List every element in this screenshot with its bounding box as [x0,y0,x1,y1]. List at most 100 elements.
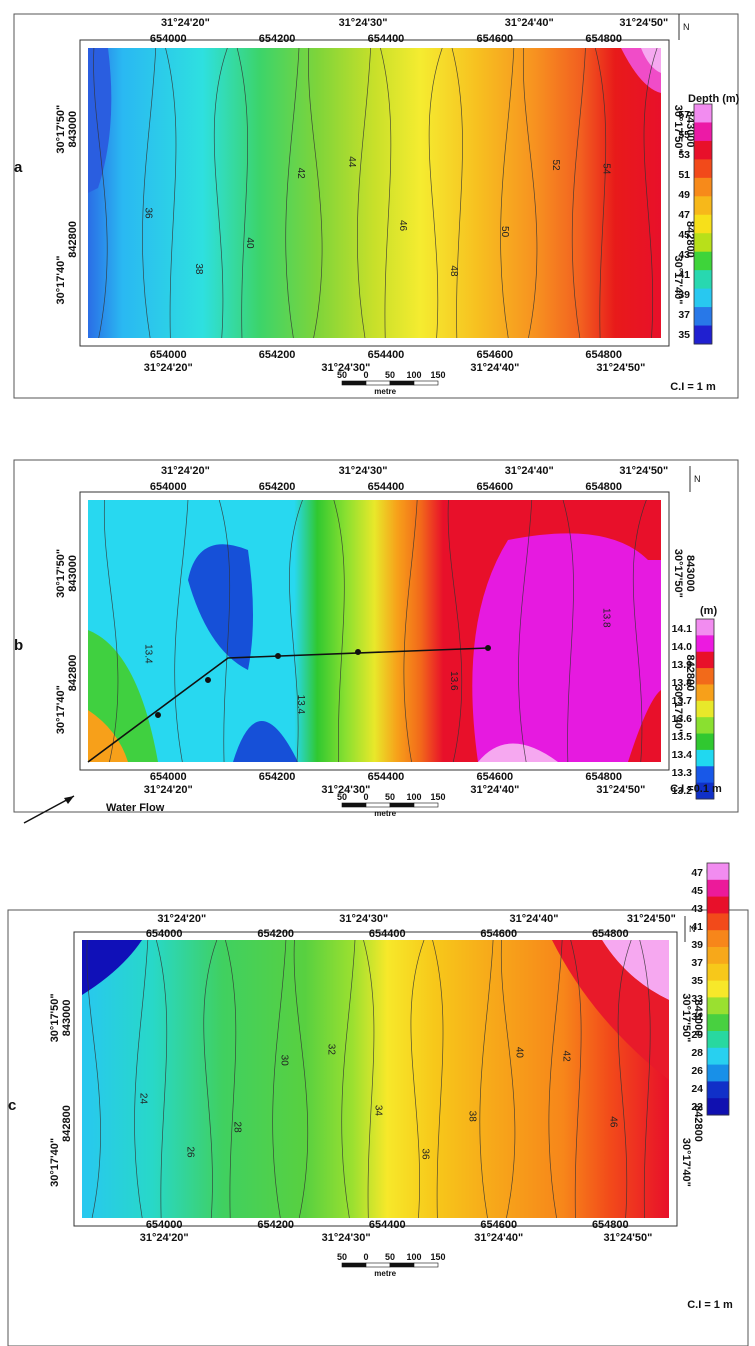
legend-value-label: 49 [678,189,690,201]
scale-unit: metre [374,809,396,818]
legend-swatch [707,1098,729,1115]
bottom-easting-label: 654400 [368,771,405,783]
legend-value-label: 55 [678,129,690,141]
contour-label: 36 [419,1148,430,1160]
right-latitude-label: 30°17'40" [680,1138,692,1187]
top-easting-label: 654400 [368,481,405,493]
top-longitude-label: 31°24'30" [339,465,388,477]
scale-segment [414,803,438,807]
legend-value-label: 35 [691,975,703,987]
top-easting-label: 654200 [259,33,296,45]
legend-swatch [694,159,712,178]
bottom-easting-label: 654600 [476,771,513,783]
left-latitude-label: 30°17'40" [55,685,67,734]
legend-swatch [694,141,712,160]
color-legend: Depth (m)575553514947454341393735 [678,93,739,345]
legend-value-label: 13.5 [672,731,693,743]
scale-tick-label: 150 [430,1252,445,1262]
legend-value-label: 53 [678,149,690,161]
contour-label: 52 [550,159,561,171]
legend-value-label: 35 [678,329,690,341]
contour-label: 24 [138,1093,149,1105]
legend-value-label: 13.8 [672,677,693,689]
legend-swatch [696,766,714,783]
scale-tick-label: 0 [363,792,368,802]
scale-tick-label: 50 [385,792,395,802]
contour-label: 13.6 [448,671,459,691]
scale-segment [390,803,414,807]
legend-swatch [707,997,729,1014]
scale-tick-label: 50 [337,370,347,380]
scale-tick-label: 150 [430,370,445,380]
legend-swatch [696,619,714,636]
legend-swatch [696,701,714,718]
legend-swatch [707,1014,729,1031]
top-longitude-label: 31°24'20" [161,17,210,29]
bottom-easting-label: 654800 [592,1219,629,1231]
legend-swatch [707,1031,729,1048]
legend-swatch [707,964,729,981]
legend-swatch [707,947,729,964]
left-latitude-label: 30°17'50" [49,993,61,1042]
contour-label: 30 [279,1055,290,1067]
legend-value-label: 14.1 [672,623,693,635]
map-panel-c: c 242628303234363840 424631°24'20" 31°24'30… [8,863,748,1346]
top-easting-label: 654800 [585,33,622,45]
scale-segment [414,1263,438,1267]
legend-swatch [707,863,729,880]
bottom-longitude-label: 31°24'50" [603,1232,652,1244]
scale-unit: metre [374,1269,396,1278]
contour-label: 46 [607,1116,618,1128]
legend-value-label: 13.3 [672,767,693,779]
contour-label: 26 [185,1146,196,1158]
scale-tick-label: 100 [406,792,421,802]
top-longitude-label: 31°24'30" [339,17,388,29]
contour-label: 34 [373,1105,384,1117]
legend-value-label: 28 [691,1047,703,1059]
scale-tick-label: 50 [385,370,395,380]
bottom-easting-label: 654000 [150,349,187,361]
legend-value-label: 26 [691,1065,703,1077]
scale-tick-label: 50 [385,1252,395,1262]
top-easting-label: 654600 [476,33,513,45]
top-longitude-label: 31°24'50" [627,913,676,925]
top-easting-label: 654000 [146,928,183,940]
legend-swatch [696,668,714,685]
legend-value-label: 13.7 [672,695,693,707]
bottom-easting-label: 654000 [146,1219,183,1231]
bottom-easting-label: 654200 [259,349,296,361]
contour-label: 50 [499,226,510,238]
legend-swatch [707,1048,729,1065]
top-easting-label: 654400 [369,928,406,940]
bottom-easting-label: 654600 [480,1219,517,1231]
contour-interval-label: C.I =0.1 m [670,783,722,795]
legend-swatch [707,897,729,914]
bottom-longitude-label: 31°24'40" [470,784,519,796]
legend-value-label: 45 [678,229,690,241]
scale-segment [366,1263,390,1267]
legend-value-label: 14.0 [672,641,693,653]
scale-tick-label: 50 [337,1252,347,1262]
north-label: N [683,22,690,32]
legend-value-label: 43 [678,249,690,261]
top-longitude-label: 31°24'20" [161,465,210,477]
bottom-easting-label: 654200 [257,1219,294,1231]
scale-segment [390,1263,414,1267]
contour-label: 28 [232,1122,243,1134]
panel-letter: c [8,1097,16,1114]
contour-label: 40 [513,1047,524,1059]
legend-swatch [694,326,712,345]
top-easting-label: 654200 [259,481,296,493]
left-northing-label: 843000 [67,555,79,592]
bottom-easting-label: 654000 [150,771,187,783]
contour-label: 42 [560,1051,571,1063]
contour-map: 363840424446485052 54 [88,48,661,338]
right-latitude-label: 30°17'40" [672,685,684,734]
left-latitude-label: 30°17'50" [55,105,67,154]
scale-tick-label: 50 [337,792,347,802]
map-panel-b: b 13.413.413.613.8Water Flow31°24'20" 31°2… [14,460,738,823]
legend-swatch [696,750,714,767]
legend-swatch [694,196,712,215]
contour-label: 13.4 [142,644,153,664]
